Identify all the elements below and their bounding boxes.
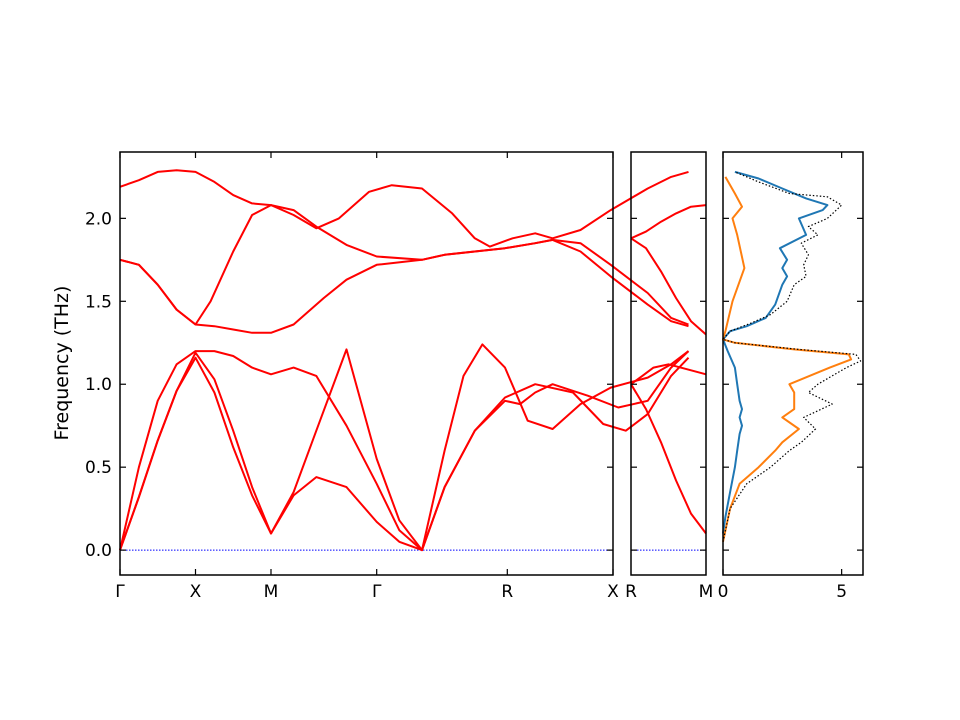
y-tick-label: 0.5 bbox=[85, 458, 112, 478]
x-tick-label: M bbox=[699, 582, 714, 602]
phonon-band-5 bbox=[119, 204, 689, 326]
band-segment-frame bbox=[630, 151, 707, 576]
band-structure-panel: Γ X M Γ R X0.00.51.01.52.0 bbox=[85, 151, 690, 602]
x-tick-label: R bbox=[501, 582, 513, 602]
x-tick-label: 0 bbox=[718, 582, 729, 602]
segment-band-1 bbox=[630, 383, 707, 535]
phonon-band-1 bbox=[119, 348, 690, 552]
x-tick-label: X bbox=[607, 582, 619, 602]
band-structure-frame bbox=[119, 151, 614, 576]
y-axis-label: Frequency (THz) bbox=[51, 286, 73, 441]
x-tick-label: Γ bbox=[372, 582, 382, 602]
y-tick-label: 1.5 bbox=[85, 292, 112, 312]
y-tick-label: 2.0 bbox=[85, 209, 112, 229]
y-tick-label: 1.0 bbox=[85, 375, 112, 395]
dos-series-2 bbox=[722, 176, 853, 543]
phonon-band-4 bbox=[119, 238, 689, 334]
x-tick-label: Γ bbox=[115, 582, 125, 602]
y-tick-label: 0.0 bbox=[85, 541, 112, 561]
phonon-band-6 bbox=[119, 169, 689, 248]
dos-frame bbox=[722, 151, 864, 576]
x-tick-label: R bbox=[625, 582, 637, 602]
phonon-band-3 bbox=[119, 343, 690, 552]
x-tick-label: M bbox=[264, 582, 279, 602]
segment-band-4 bbox=[630, 204, 707, 240]
dos-series-3 bbox=[722, 171, 862, 542]
dos-series-1 bbox=[722, 170, 829, 534]
segment-band-2 bbox=[630, 363, 707, 386]
x-tick-label: 5 bbox=[836, 582, 847, 602]
x-tick-label: X bbox=[190, 582, 202, 602]
segment-band-3 bbox=[630, 237, 707, 336]
phonon-band-2 bbox=[119, 350, 690, 552]
